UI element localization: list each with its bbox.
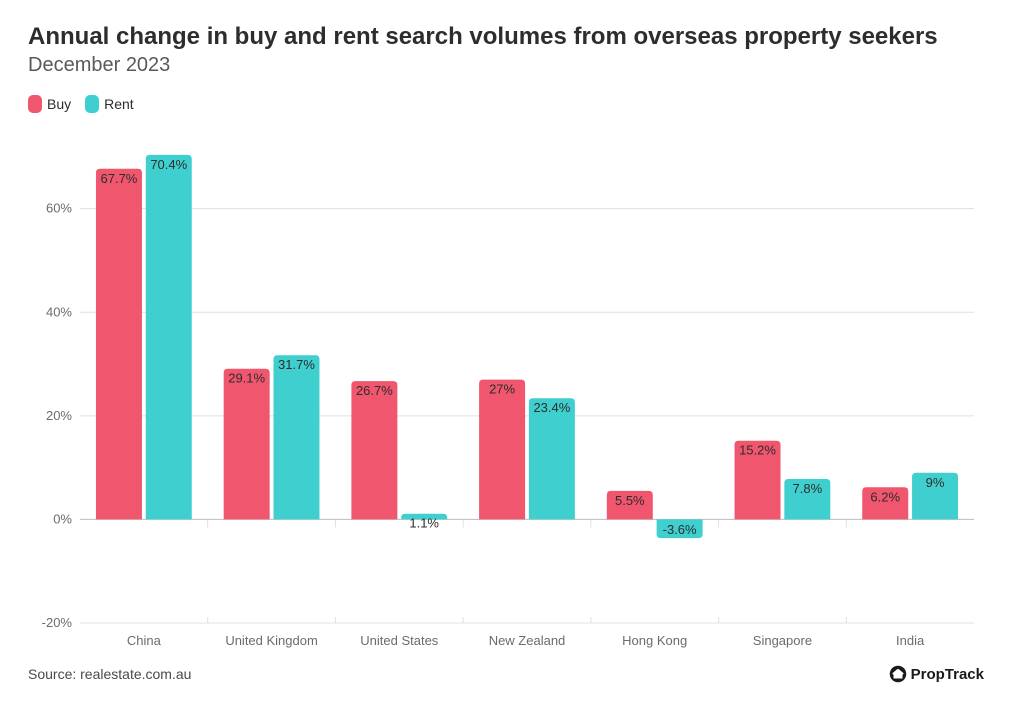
bar-value-label: 1.1% (409, 516, 439, 531)
bar-value-label: 67.7% (101, 171, 138, 186)
bar-value-label: 23.4% (533, 400, 570, 415)
y-tick-label: 0% (53, 511, 72, 526)
y-tick-label: -20% (42, 615, 73, 630)
bar-rent (273, 355, 319, 519)
category-label: United Kingdom (225, 633, 318, 648)
bar-value-label: 7.8% (793, 481, 823, 496)
y-tick-label: 40% (46, 304, 72, 319)
y-tick-label: 60% (46, 201, 72, 216)
bar-value-label: 9% (926, 475, 945, 490)
legend-swatch-rent (85, 95, 99, 113)
category-label: Singapore (753, 633, 812, 648)
bar-value-label: 31.7% (278, 357, 315, 372)
bar-value-label: 26.7% (356, 383, 393, 398)
legend-swatch-buy (28, 95, 42, 113)
bar-value-label: 27% (489, 382, 515, 397)
legend-label: Rent (104, 96, 134, 112)
bar-value-label: 5.5% (615, 493, 645, 508)
bar-rent (146, 155, 192, 520)
legend-label: Buy (47, 96, 71, 112)
source-text: Source: realestate.com.au (28, 666, 191, 682)
legend-item-rent: Rent (85, 95, 134, 113)
category-label: United States (360, 633, 439, 648)
bar-rent (529, 398, 575, 519)
bar-value-label: 29.1% (228, 371, 265, 386)
brand-name: PropTrack (911, 666, 984, 683)
chart-title: Annual change in buy and rent search vol… (28, 22, 984, 52)
bar-value-label: 70.4% (150, 157, 187, 172)
category-label: Hong Kong (622, 633, 687, 648)
bar-buy (479, 380, 525, 520)
chart-area: -20% 0% 20% 40% 60% 67.7% 70.4% China 29.1% 31.7%… (36, 121, 984, 653)
category-label: New Zealand (489, 633, 566, 648)
legend: Buy Rent (28, 95, 984, 113)
bar-value-label: 15.2% (739, 443, 776, 458)
category-label: China (127, 633, 162, 648)
brand-logo: PropTrack (889, 665, 984, 683)
legend-item-buy: Buy (28, 95, 71, 113)
y-tick-label: 20% (46, 408, 72, 423)
bar-buy (351, 381, 397, 519)
bar-value-label: -3.6% (663, 522, 697, 537)
bar-chart: -20% 0% 20% 40% 60% 67.7% 70.4% China 29.1% 31.7%… (36, 121, 984, 653)
bar-buy (96, 169, 142, 520)
house-icon (889, 665, 907, 683)
category-label: India (896, 633, 925, 648)
bar-buy (224, 369, 270, 520)
bar-value-label: 6.2% (870, 489, 900, 504)
chart-subtitle: December 2023 (28, 54, 984, 77)
